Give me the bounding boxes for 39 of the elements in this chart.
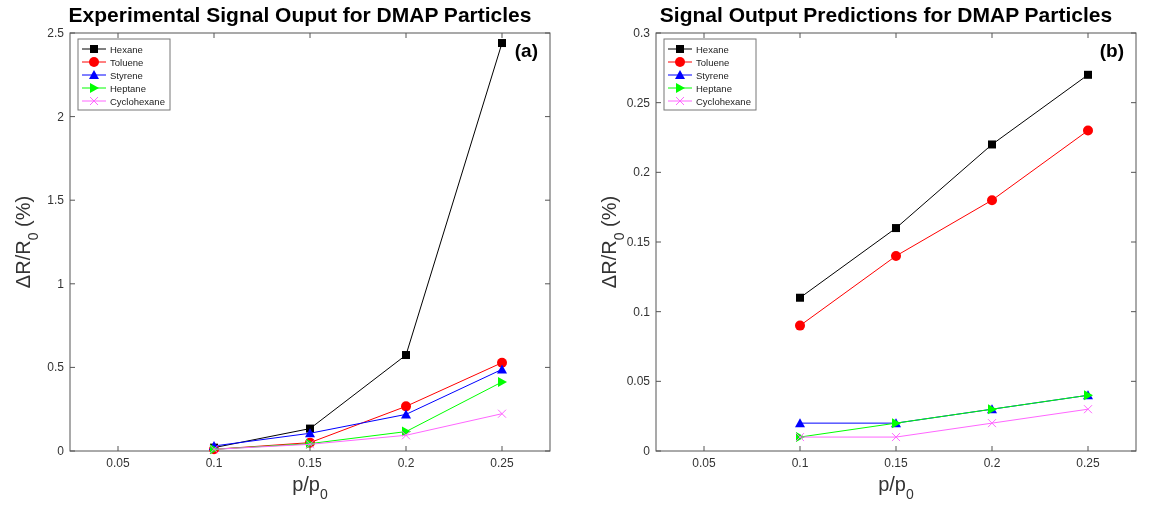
legend-label: Toluene — [110, 56, 144, 68]
y-tick-label: 1.5 — [47, 193, 65, 208]
legend-label: Hexane — [696, 43, 729, 55]
y-tick-label: 0 — [57, 444, 65, 458]
x-tick-label: 0.1 — [205, 456, 223, 470]
x-tick-label: 0.15 — [884, 456, 908, 470]
y-tick-label: 0.05 — [626, 374, 651, 389]
y-tick-label: 2.5 — [47, 26, 65, 40]
x-tick-label: 0.15 — [298, 456, 322, 470]
y-tick-label: 0.3 — [633, 26, 651, 40]
chart-title: Signal Output Predictions for DMAP Particles — [659, 3, 1113, 26]
chart-title: Experimental Signal Ouput for DMAP Particles — [68, 3, 532, 26]
annotation: (b) — [1099, 40, 1124, 61]
x-tick-label: 0.2 — [983, 456, 1001, 470]
legend-label: Heptane — [110, 82, 146, 94]
legend-label: Hexane — [110, 43, 143, 55]
y-tick-label: 2 — [57, 109, 65, 124]
legend-label: Styrene — [696, 69, 729, 81]
y-tick-label: 1 — [57, 276, 65, 291]
x-tick-label: 0.05 — [106, 456, 130, 470]
legend-label: Toluene — [696, 56, 730, 68]
x-axis-title: p/p$_{0}$ — [292, 473, 329, 502]
legend-label: Styrene — [110, 69, 143, 81]
y-tick-label: 0.25 — [626, 95, 651, 110]
legend-label: Cyclohexane — [110, 95, 165, 107]
x-tick-label: 0.25 — [490, 456, 514, 470]
x-tick-label: 0.25 — [1076, 456, 1100, 470]
x-tick-label: 0.2 — [397, 456, 415, 470]
x-tick-label: 0.05 — [692, 456, 716, 470]
annotation: (a) — [514, 40, 538, 61]
legend-label: Heptane — [696, 82, 732, 94]
y-tick-label: 0.2 — [633, 165, 651, 180]
y-tick-label: 0.1 — [633, 304, 651, 319]
y-tick-label: 0.5 — [47, 360, 65, 375]
legend-label: Cyclohexane — [696, 95, 751, 107]
y-tick-label: 0 — [643, 444, 651, 458]
x-tick-label: 0.1 — [791, 456, 809, 470]
y-tick-label: 0.15 — [626, 235, 651, 249]
x-axis-title: p/p$_{0}$ — [878, 473, 915, 502]
